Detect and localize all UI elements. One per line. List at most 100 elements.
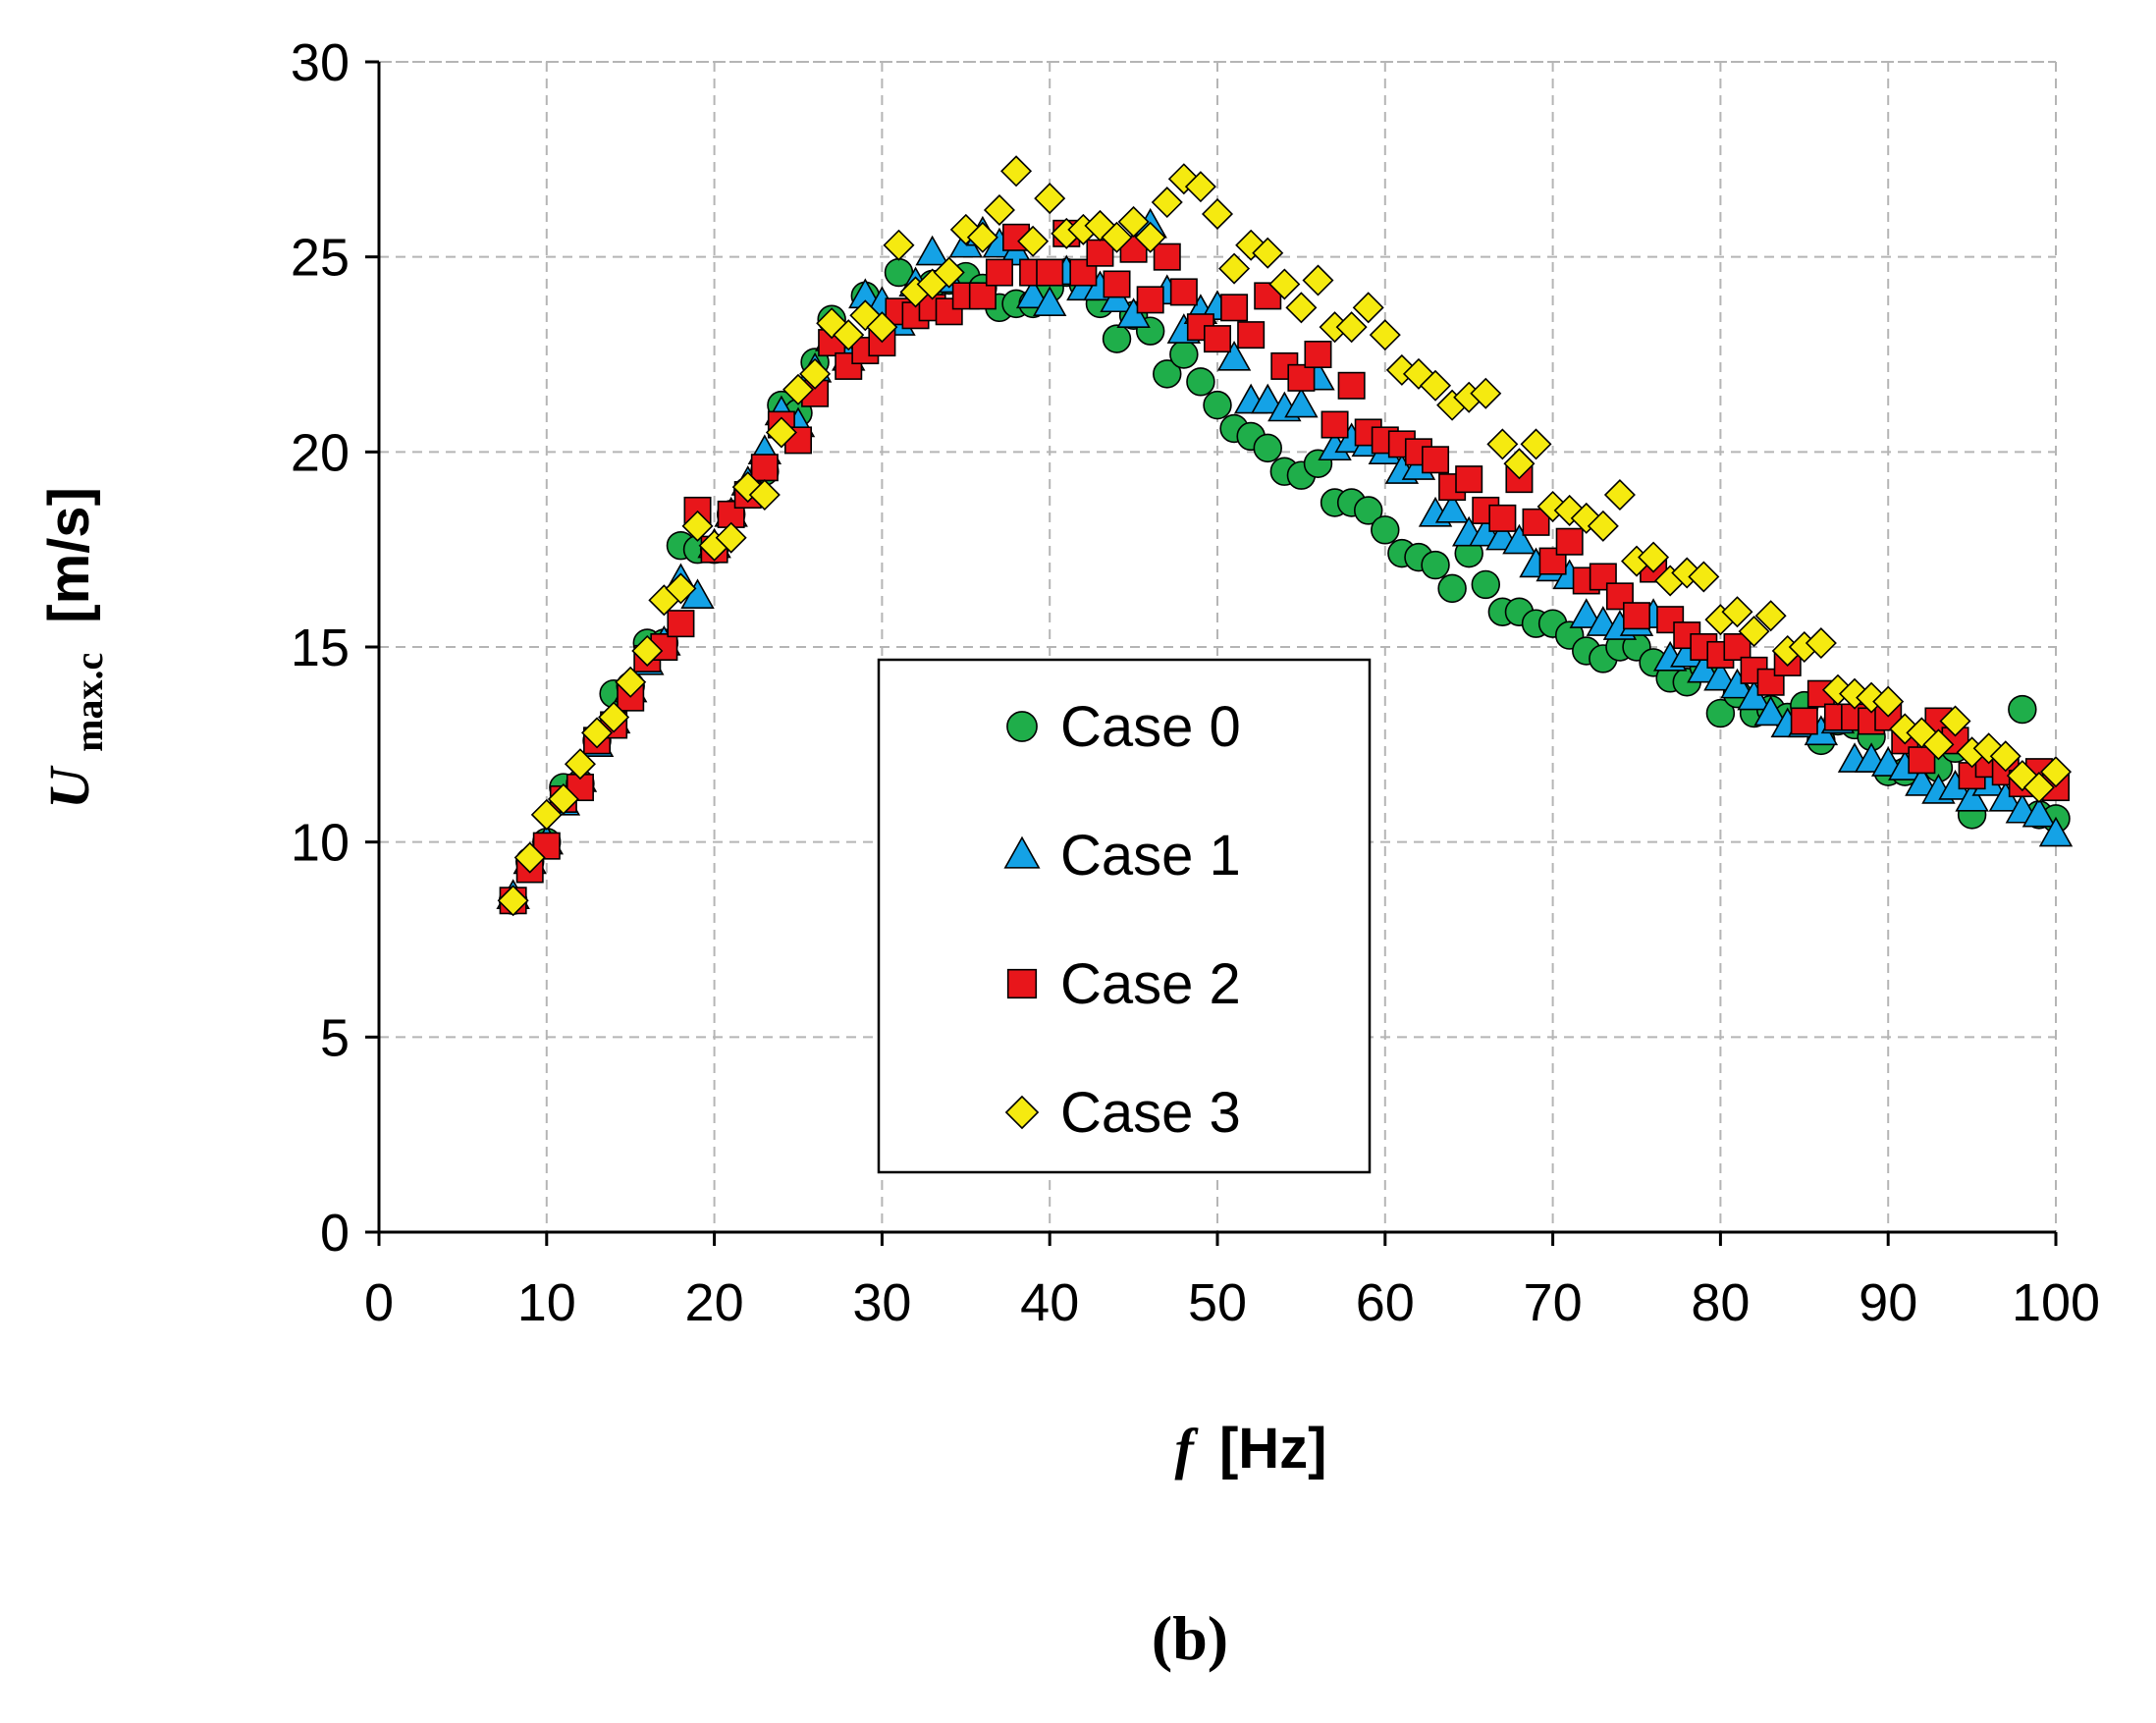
data-point bbox=[1437, 573, 1467, 604]
data-point bbox=[765, 416, 797, 449]
data-point bbox=[1455, 465, 1483, 494]
data-point bbox=[1204, 325, 1232, 353]
data-point bbox=[1251, 383, 1285, 414]
data-point bbox=[1420, 369, 1452, 402]
data-point bbox=[1688, 561, 1720, 593]
legend-label: Case 0 bbox=[1060, 695, 1241, 759]
data-point bbox=[667, 610, 695, 638]
data-point bbox=[513, 841, 546, 874]
x-tick-label: 50 bbox=[1188, 1273, 1247, 1332]
data-point bbox=[1638, 541, 1670, 573]
data-point bbox=[748, 479, 781, 512]
data-point bbox=[1569, 598, 1603, 628]
data-point bbox=[1721, 596, 1753, 628]
data-point bbox=[1184, 171, 1216, 203]
legend-box bbox=[877, 658, 1372, 1174]
data-point bbox=[1287, 363, 1316, 392]
legend-label: Case 3 bbox=[1060, 1081, 1241, 1145]
x-tick-label: 70 bbox=[1524, 1273, 1583, 1332]
data-point bbox=[1153, 359, 1182, 389]
data-point bbox=[1321, 410, 1349, 439]
data-point bbox=[1623, 602, 1651, 630]
data-point bbox=[1167, 163, 1200, 195]
data-point bbox=[1353, 496, 1383, 525]
data-point bbox=[1032, 286, 1067, 317]
legend-item: Case 3 bbox=[1004, 1081, 1241, 1145]
data-point bbox=[1503, 448, 1536, 480]
data-point bbox=[1872, 685, 1905, 718]
y-tick-label: 20 bbox=[291, 423, 350, 482]
data-point bbox=[1385, 353, 1418, 386]
data-point bbox=[966, 221, 998, 253]
data-point bbox=[1186, 367, 1215, 397]
data-point bbox=[2038, 816, 2074, 847]
data-point bbox=[1335, 311, 1368, 344]
legend-item: Case 0 bbox=[1006, 695, 1241, 759]
y-tick-label: 25 bbox=[291, 229, 350, 288]
data-point bbox=[1587, 510, 1619, 542]
data-point bbox=[1972, 732, 2005, 765]
data-point bbox=[2021, 796, 2057, 828]
legend-label: Case 1 bbox=[1060, 824, 1241, 888]
x-axis-unit: [Hz] bbox=[1219, 1417, 1327, 1481]
data-point bbox=[1754, 600, 1787, 632]
data-point bbox=[1434, 492, 1470, 523]
data-point bbox=[1738, 616, 1770, 648]
legend-marker bbox=[1006, 968, 1038, 999]
legend-label: Case 2 bbox=[1060, 952, 1241, 1016]
data-point bbox=[1486, 428, 1519, 460]
data-point bbox=[1101, 221, 1133, 253]
x-tick-label: 100 bbox=[2012, 1273, 2100, 1332]
data-point bbox=[1220, 294, 1249, 322]
y-axis-unit: [m/s] bbox=[37, 487, 101, 623]
figure-caption: (b) bbox=[1152, 1603, 1228, 1673]
data-point bbox=[1856, 681, 1888, 714]
data-point bbox=[2022, 772, 2055, 804]
y-tick-label: 5 bbox=[320, 1008, 350, 1067]
x-tick-label: 30 bbox=[852, 1273, 911, 1332]
data-point bbox=[1117, 205, 1150, 238]
data-point bbox=[665, 572, 697, 605]
data-point bbox=[1000, 155, 1033, 188]
data-point bbox=[1939, 705, 1971, 737]
y-tick-label: 30 bbox=[291, 33, 350, 92]
data-point bbox=[547, 782, 579, 815]
y-tick-label: 15 bbox=[291, 619, 350, 677]
y-tick-label: 0 bbox=[320, 1204, 350, 1263]
y-ticks: 0 5 10 15 20 25 30 bbox=[291, 33, 379, 1263]
x-tick-label: 0 bbox=[364, 1273, 394, 1332]
data-point bbox=[1216, 340, 1252, 371]
data-point bbox=[1268, 268, 1301, 300]
data-point bbox=[1285, 292, 1318, 324]
data-point bbox=[1235, 229, 1267, 261]
data-point bbox=[1705, 698, 1736, 728]
data-point bbox=[1337, 371, 1366, 400]
data-point bbox=[1017, 225, 1050, 257]
data-point bbox=[1084, 209, 1116, 242]
data-point bbox=[1253, 433, 1282, 463]
data-point bbox=[1790, 707, 1818, 735]
data-point bbox=[1201, 197, 1234, 230]
legend-marker bbox=[1004, 1095, 1040, 1130]
x-tick-label: 80 bbox=[1691, 1273, 1750, 1332]
data-point bbox=[1237, 321, 1266, 350]
legend-item: Case 2 bbox=[1006, 952, 1241, 1016]
data-point bbox=[1284, 387, 1319, 418]
data-point bbox=[968, 282, 997, 310]
data-point bbox=[1703, 660, 1738, 691]
y-tick-label: 10 bbox=[291, 814, 350, 873]
data-point bbox=[799, 357, 832, 390]
data-point bbox=[1302, 264, 1334, 296]
x-tick-label: 10 bbox=[517, 1273, 576, 1332]
legend-item: Case 1 bbox=[1003, 824, 1241, 888]
data-point bbox=[1422, 446, 1450, 474]
data-point bbox=[1520, 428, 1552, 460]
data-point bbox=[1421, 550, 1450, 580]
legend-marker bbox=[1003, 835, 1041, 869]
data-point bbox=[1136, 286, 1164, 314]
x-tick-label: 90 bbox=[1859, 1273, 1917, 1332]
data-point bbox=[1102, 324, 1132, 353]
data-point bbox=[883, 229, 915, 261]
data-point bbox=[866, 311, 898, 344]
